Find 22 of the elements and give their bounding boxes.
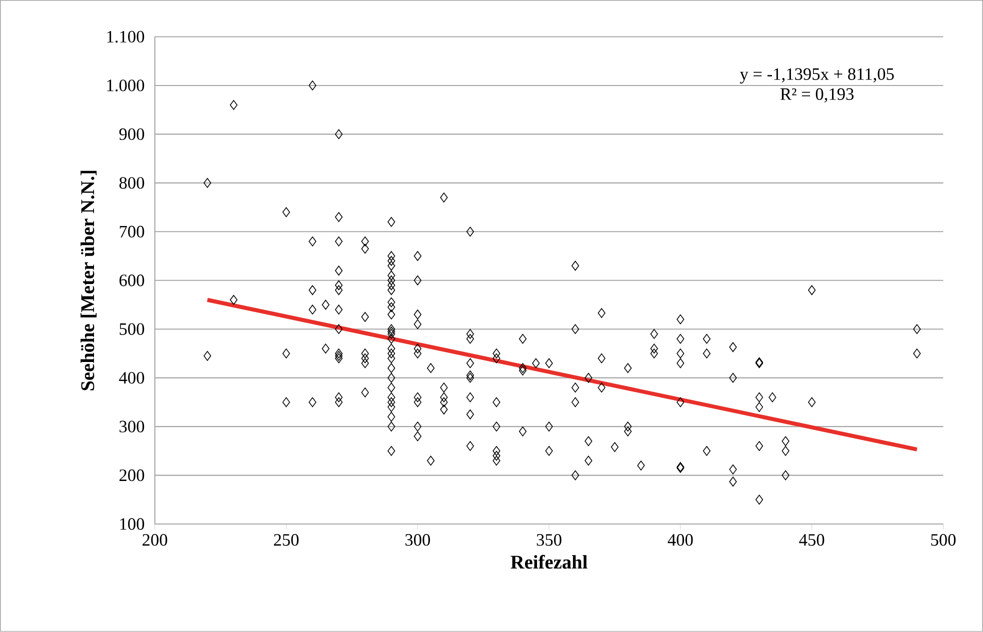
y-tick-label: 1.000 xyxy=(107,80,144,92)
y-tick-label: 700 xyxy=(120,226,144,238)
x-tick-label: 350 xyxy=(536,534,562,546)
y-tick-label: 1.100 xyxy=(107,30,144,43)
y-tick-label: 800 xyxy=(119,177,144,189)
y-tick-label: 900 xyxy=(119,128,144,140)
y-tick-label: 500 xyxy=(120,323,144,336)
annotation: y = -1,1395x + 811,05 xyxy=(740,68,894,84)
annotation: R² = 0,193 xyxy=(780,88,854,103)
x-axis-title: Reifezahl xyxy=(510,555,588,569)
y-tick-label: 600 xyxy=(120,274,144,286)
y-tick-label: 300 xyxy=(120,420,144,432)
x-tick-label: 400 xyxy=(668,534,693,546)
y-tick-label: 200 xyxy=(120,470,144,482)
x-tick-label: 450 xyxy=(799,534,824,546)
y-axis-title: Seehöhe [Meter über N.N.] xyxy=(80,170,97,390)
x-tick-label: 200 xyxy=(142,534,168,546)
x-tick-label: 300 xyxy=(405,534,430,546)
y-tick-label: 100 xyxy=(120,518,144,530)
x-tick-label: 500 xyxy=(931,534,956,546)
x-tick-label: 250 xyxy=(274,534,299,546)
y-tick-label: 400 xyxy=(119,372,144,384)
